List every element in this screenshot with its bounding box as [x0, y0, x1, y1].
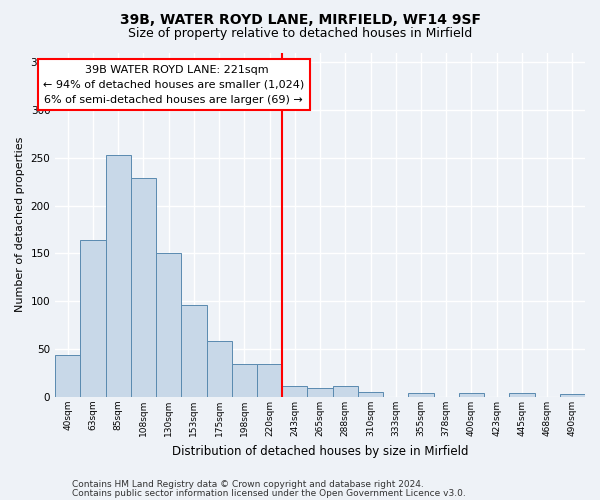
Bar [459, 393, 484, 397]
Y-axis label: Number of detached properties: Number of detached properties [15, 137, 25, 312]
Bar [307, 388, 332, 397]
Text: Contains public sector information licensed under the Open Government Licence v3: Contains public sector information licen… [72, 488, 466, 498]
Bar [106, 155, 131, 397]
Bar [80, 240, 106, 397]
Bar [181, 305, 206, 397]
Bar [560, 394, 585, 397]
Bar [131, 178, 156, 397]
Bar [257, 364, 282, 397]
Text: 39B, WATER ROYD LANE, MIRFIELD, WF14 9SF: 39B, WATER ROYD LANE, MIRFIELD, WF14 9SF [119, 12, 481, 26]
Text: Size of property relative to detached houses in Mirfield: Size of property relative to detached ho… [128, 28, 472, 40]
Bar [509, 393, 535, 397]
Bar [409, 393, 434, 397]
Bar [282, 386, 307, 397]
Bar [358, 392, 383, 397]
Bar [55, 355, 80, 397]
Text: Contains HM Land Registry data © Crown copyright and database right 2024.: Contains HM Land Registry data © Crown c… [72, 480, 424, 489]
Text: 39B WATER ROYD LANE: 221sqm
← 94% of detached houses are smaller (1,024)
6% of s: 39B WATER ROYD LANE: 221sqm ← 94% of det… [43, 65, 304, 104]
Bar [206, 340, 232, 397]
Bar [156, 252, 181, 397]
Bar [332, 386, 358, 397]
X-axis label: Distribution of detached houses by size in Mirfield: Distribution of detached houses by size … [172, 444, 469, 458]
Bar [232, 364, 257, 397]
